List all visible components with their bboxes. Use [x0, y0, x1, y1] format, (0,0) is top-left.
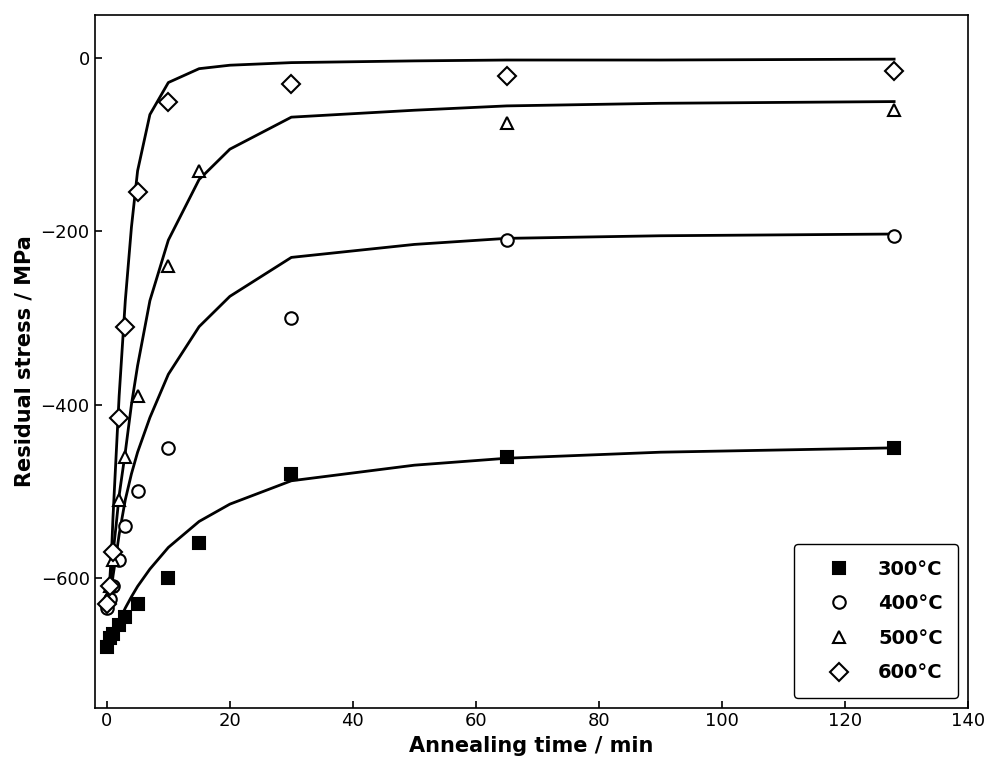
- 300°C: [285, 470, 297, 479]
- Line: 600°C: 600°C: [101, 65, 900, 610]
- 600°C: [101, 599, 113, 608]
- Line: 400°C: 400°C: [101, 230, 900, 614]
- 600°C: [113, 413, 125, 423]
- 600°C: [104, 582, 116, 591]
- 300°C: [162, 573, 174, 582]
- 600°C: [107, 547, 119, 557]
- 600°C: [501, 71, 513, 80]
- 400°C: [132, 487, 144, 496]
- 500°C: [501, 119, 513, 128]
- 500°C: [132, 392, 144, 401]
- 300°C: [888, 443, 900, 453]
- 300°C: [101, 642, 113, 651]
- 400°C: [501, 235, 513, 244]
- 500°C: [101, 594, 113, 604]
- Legend: 300°C, 400°C, 500°C, 600°C: 300°C, 400°C, 500°C, 600°C: [794, 544, 958, 698]
- 500°C: [162, 261, 174, 271]
- 300°C: [193, 538, 205, 547]
- 300°C: [501, 452, 513, 461]
- 300°C: [132, 599, 144, 608]
- 400°C: [285, 313, 297, 322]
- 500°C: [104, 582, 116, 591]
- 600°C: [888, 66, 900, 76]
- 300°C: [104, 634, 116, 643]
- 400°C: [104, 594, 116, 604]
- 300°C: [119, 612, 131, 621]
- Line: 500°C: 500°C: [101, 104, 900, 605]
- 600°C: [285, 79, 297, 89]
- 400°C: [888, 231, 900, 241]
- 600°C: [132, 188, 144, 197]
- Line: 300°C: 300°C: [101, 442, 900, 653]
- 600°C: [119, 322, 131, 332]
- 500°C: [107, 556, 119, 565]
- 500°C: [113, 495, 125, 504]
- 400°C: [107, 582, 119, 591]
- 500°C: [193, 167, 205, 176]
- 600°C: [162, 97, 174, 106]
- 400°C: [113, 556, 125, 565]
- 400°C: [162, 443, 174, 453]
- 300°C: [113, 621, 125, 630]
- 400°C: [101, 604, 113, 613]
- X-axis label: Annealing time / min: Annealing time / min: [409, 736, 653, 756]
- 300°C: [107, 629, 119, 638]
- 500°C: [119, 452, 131, 461]
- Y-axis label: Residual stress / MPa: Residual stress / MPa: [15, 235, 35, 487]
- 500°C: [888, 106, 900, 115]
- 400°C: [119, 521, 131, 530]
